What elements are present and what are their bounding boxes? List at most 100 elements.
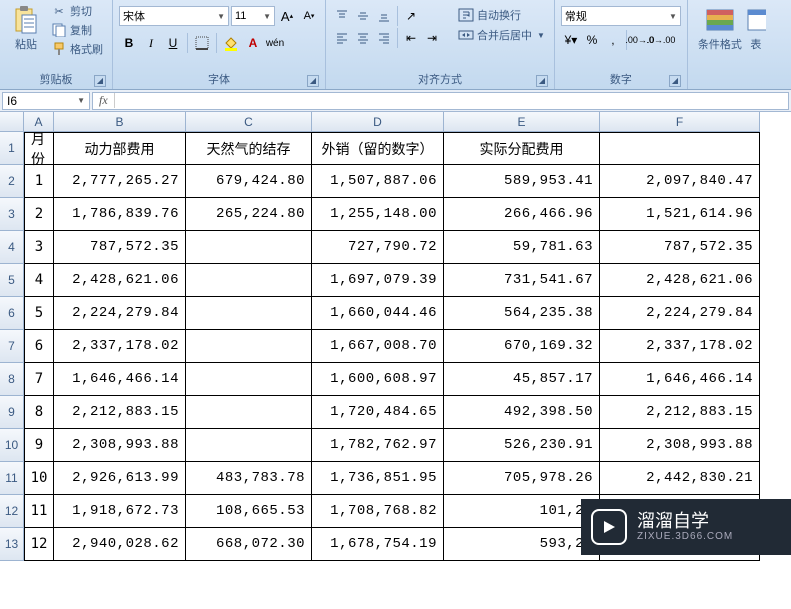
underline-button[interactable]: U [163, 33, 183, 53]
row-header[interactable]: 1 [0, 132, 24, 165]
grow-font-button[interactable]: A▴ [277, 6, 297, 26]
align-middle-button[interactable] [353, 6, 373, 26]
cell[interactable]: 1,708,768.82 [312, 495, 444, 528]
cell[interactable]: 1,697,079.39 [312, 264, 444, 297]
cell[interactable]: 实际分配费用 [444, 132, 600, 165]
cell[interactable]: 1,521,614.96 [600, 198, 760, 231]
cell[interactable]: 8 [24, 396, 54, 429]
cell[interactable]: 1,667,008.70 [312, 330, 444, 363]
comma-button[interactable]: , [603, 30, 623, 50]
cell[interactable]: 731,541.67 [444, 264, 600, 297]
col-header-C[interactable]: C [186, 112, 312, 132]
cell[interactable] [186, 264, 312, 297]
row-header[interactable]: 11 [0, 462, 24, 495]
cell[interactable]: 天然气的结存 [186, 132, 312, 165]
cell[interactable]: 2,097,840.47 [600, 165, 760, 198]
cell[interactable]: 7 [24, 363, 54, 396]
merge-center-button[interactable]: 合并后居中▼ [455, 26, 548, 44]
cell[interactable]: 2,308,993.88 [600, 429, 760, 462]
accounting-button[interactable]: ¥▾ [561, 30, 581, 50]
cell[interactable]: 492,398.50 [444, 396, 600, 429]
cell[interactable] [186, 297, 312, 330]
cell[interactable]: 2,428,621.06 [54, 264, 186, 297]
font-name-combo[interactable]: 宋体▼ [119, 6, 229, 26]
cell[interactable]: 589,953.41 [444, 165, 600, 198]
cell[interactable]: 月份 [24, 132, 54, 165]
cell[interactable]: 外销（留的数字） [312, 132, 444, 165]
fx-icon[interactable]: fx [93, 93, 115, 108]
table-format-button[interactable]: 表 [746, 2, 766, 54]
cell[interactable]: 2,308,993.88 [54, 429, 186, 462]
cell[interactable]: 1,736,851.95 [312, 462, 444, 495]
cut-button[interactable]: ✂ 剪切 [48, 2, 106, 20]
font-launcher[interactable]: ◢ [307, 75, 319, 87]
font-color-button[interactable]: A [243, 33, 263, 53]
cell[interactable]: 4 [24, 264, 54, 297]
row-header[interactable]: 8 [0, 363, 24, 396]
conditional-format-button[interactable]: 条件格式 [694, 2, 746, 54]
formula-bar[interactable]: fx [92, 92, 789, 110]
cell[interactable]: 2 [24, 198, 54, 231]
phonetic-button[interactable]: wén [265, 33, 285, 53]
align-right-button[interactable] [374, 28, 394, 48]
cell[interactable]: 1,782,762.97 [312, 429, 444, 462]
format-painter-button[interactable]: 格式刷 [48, 40, 106, 58]
cell[interactable] [186, 429, 312, 462]
cell[interactable]: 101,23 [444, 495, 600, 528]
cell[interactable] [186, 231, 312, 264]
cell[interactable]: 2,224,279.84 [600, 297, 760, 330]
cell[interactable]: 265,224.80 [186, 198, 312, 231]
percent-button[interactable]: % [582, 30, 602, 50]
cell[interactable] [186, 396, 312, 429]
cell[interactable]: 787,572.35 [54, 231, 186, 264]
border-button[interactable] [192, 33, 212, 53]
cell[interactable]: 1 [24, 165, 54, 198]
copy-button[interactable]: 复制 [48, 21, 106, 39]
select-all-corner[interactable] [0, 112, 24, 132]
cell[interactable]: 2,224,279.84 [54, 297, 186, 330]
cell[interactable]: 705,978.26 [444, 462, 600, 495]
cell[interactable]: 3 [24, 231, 54, 264]
cell[interactable]: 1,600,608.97 [312, 363, 444, 396]
cell[interactable]: 10 [24, 462, 54, 495]
row-header[interactable]: 7 [0, 330, 24, 363]
cell[interactable]: 1,678,754.19 [312, 528, 444, 561]
cell[interactable]: 1,918,672.73 [54, 495, 186, 528]
row-header[interactable]: 12 [0, 495, 24, 528]
align-left-button[interactable] [332, 28, 352, 48]
cell[interactable]: 2,940,028.62 [54, 528, 186, 561]
align-center-button[interactable] [353, 28, 373, 48]
font-size-combo[interactable]: 11▼ [231, 6, 275, 26]
cell[interactable] [186, 330, 312, 363]
name-box[interactable]: I6▼ [2, 92, 90, 110]
col-header-F[interactable]: F [600, 112, 760, 132]
number-launcher[interactable]: ◢ [669, 75, 681, 87]
cell[interactable] [186, 363, 312, 396]
cell[interactable]: 787,572.35 [600, 231, 760, 264]
cell[interactable]: 9 [24, 429, 54, 462]
row-header[interactable]: 5 [0, 264, 24, 297]
shrink-font-button[interactable]: A▾ [299, 6, 319, 26]
row-header[interactable]: 6 [0, 297, 24, 330]
cell[interactable]: 动力部费用 [54, 132, 186, 165]
spreadsheet-grid[interactable]: A B C D E F 1 月份 动力部费用 天然气的结存 外销（留的数字） 实… [0, 112, 791, 561]
row-header[interactable]: 2 [0, 165, 24, 198]
cell[interactable]: 1,646,466.14 [54, 363, 186, 396]
cell[interactable]: 5 [24, 297, 54, 330]
cell[interactable]: 2,337,178.02 [600, 330, 760, 363]
cell[interactable]: 2,337,178.02 [54, 330, 186, 363]
wrap-text-button[interactable]: 自动换行 [455, 6, 548, 24]
decrease-decimal-button[interactable]: .0→.00 [651, 30, 671, 50]
cell[interactable]: 59,781.63 [444, 231, 600, 264]
orientation-button[interactable]: ↗ [401, 6, 421, 26]
cell[interactable]: 2,926,613.99 [54, 462, 186, 495]
col-header-B[interactable]: B [54, 112, 186, 132]
row-header[interactable]: 9 [0, 396, 24, 429]
cell[interactable]: 12 [24, 528, 54, 561]
cell[interactable]: 593,20 [444, 528, 600, 561]
row-header[interactable]: 10 [0, 429, 24, 462]
cell[interactable]: 727,790.72 [312, 231, 444, 264]
cell[interactable]: 2,442,830.21 [600, 462, 760, 495]
cell[interactable]: 1,660,044.46 [312, 297, 444, 330]
align-top-button[interactable] [332, 6, 352, 26]
